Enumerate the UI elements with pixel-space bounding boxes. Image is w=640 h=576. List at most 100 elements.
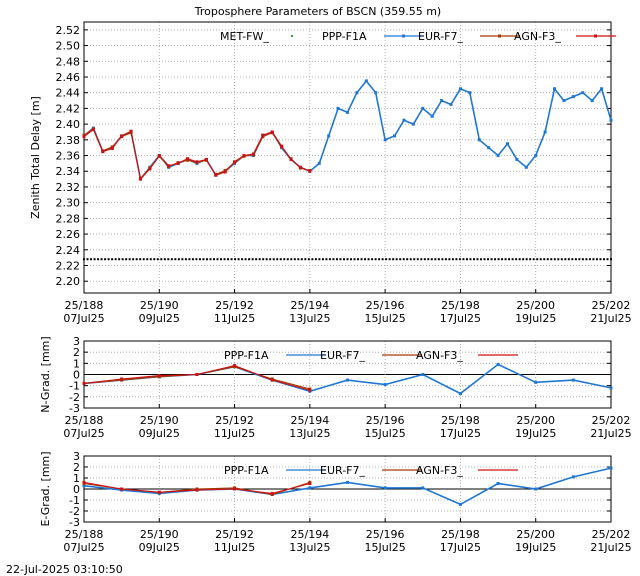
y-tick-label: 2.32 <box>56 181 81 194</box>
data-point <box>91 128 95 132</box>
data-point <box>600 87 604 91</box>
data-point <box>176 161 180 165</box>
x-tick-label: 25/188 <box>65 528 104 541</box>
series-line <box>83 79 612 181</box>
x-tick-date-label: 13Jul25 <box>289 541 330 554</box>
met-point <box>360 258 363 261</box>
x-tick-date-label: 11Jul25 <box>214 427 255 440</box>
met-point <box>258 258 261 261</box>
met-point <box>444 258 447 261</box>
series-eur-f7 <box>82 127 312 180</box>
met-point <box>325 258 328 261</box>
data-point <box>383 486 387 490</box>
y-tick-label: 2.48 <box>56 55 81 68</box>
met-point <box>251 258 254 261</box>
series-ppp-f1a <box>82 79 613 181</box>
met-point <box>93 258 96 261</box>
data-point <box>148 167 152 171</box>
met-point <box>244 258 247 261</box>
data-point <box>157 490 161 494</box>
met-point <box>191 258 194 261</box>
x-tick-label: 25/200 <box>516 299 555 312</box>
data-point <box>393 134 397 138</box>
x-tick-date-label: 17Jul25 <box>440 427 481 440</box>
met-point <box>86 258 89 261</box>
met-point <box>220 258 223 261</box>
met-point <box>388 258 391 261</box>
x-tick-date-label: 19Jul25 <box>515 312 556 325</box>
met-point <box>100 258 103 261</box>
met-point <box>174 258 177 261</box>
data-point <box>308 169 312 173</box>
met-point <box>472 258 475 261</box>
legend-label: PPP-F1A <box>224 464 269 477</box>
met-point <box>371 258 374 261</box>
met-point <box>504 258 507 261</box>
x-tick-label: 25/198 <box>441 299 480 312</box>
met-point <box>532 258 535 261</box>
met-point <box>255 258 258 261</box>
met-point <box>511 258 514 261</box>
data-point <box>590 99 594 103</box>
met-point <box>525 258 528 261</box>
x-tick-date-label: 13Jul25 <box>289 312 330 325</box>
y-tick-label: 2.20 <box>56 275 81 288</box>
met-point <box>529 258 532 261</box>
met-point <box>427 258 430 261</box>
data-point <box>477 138 481 142</box>
y-tick-label: 0 <box>73 483 80 496</box>
met-point <box>413 258 416 261</box>
x-tick-label: 25/188 <box>65 299 104 312</box>
data-point <box>101 150 105 154</box>
data-point <box>383 383 387 387</box>
series-agn-f3 <box>82 128 312 181</box>
data-point <box>458 391 462 395</box>
met-point <box>339 258 342 261</box>
data-point <box>327 134 331 138</box>
data-point <box>383 138 387 142</box>
x-tick-date-label: 17Jul25 <box>440 541 481 554</box>
x-tick-date-label: 11Jul25 <box>214 541 255 554</box>
data-point <box>402 118 406 122</box>
met-point <box>118 258 121 261</box>
timestamp: 22-Jul-2025 03:10:50 <box>6 563 123 576</box>
met-point <box>578 258 581 261</box>
x-tick-label: 25/202 <box>592 528 631 541</box>
met-point <box>409 258 412 261</box>
x-tick-label: 25/188 <box>65 414 104 427</box>
x-tick-label: 25/194 <box>291 414 330 427</box>
x-tick-label: 25/196 <box>366 299 405 312</box>
data-point <box>543 130 547 134</box>
y-axis-label: E-Grad. [mm] <box>39 451 52 526</box>
x-tick-label: 25/200 <box>516 528 555 541</box>
data-point <box>534 487 538 491</box>
met-point <box>539 258 542 261</box>
data-point <box>458 502 462 506</box>
data-point <box>496 154 500 158</box>
met-point <box>465 258 468 261</box>
met-point <box>97 258 100 261</box>
met-point <box>543 258 546 261</box>
y-tick-label: 3 <box>73 335 80 348</box>
met-point <box>557 258 560 261</box>
met-point <box>328 258 331 261</box>
met-point <box>599 258 602 261</box>
series-agn-f3 <box>82 480 312 495</box>
data-point <box>562 99 566 103</box>
data-point <box>468 91 472 95</box>
met-point <box>392 258 395 261</box>
y-tick-label: -3 <box>69 402 80 415</box>
met-point <box>125 258 128 261</box>
met-point <box>335 258 338 261</box>
legend-label: EUR-F7_ <box>418 30 463 43</box>
met-point <box>332 258 335 261</box>
met-point <box>128 258 131 261</box>
legend-label: EUR-F7_ <box>320 464 365 477</box>
met-point <box>307 258 310 261</box>
x-tick-date-label: 15Jul25 <box>365 312 406 325</box>
met-point <box>132 258 135 261</box>
x-tick-label: 25/196 <box>366 414 405 427</box>
series-met-fw <box>83 258 612 261</box>
data-point <box>609 466 613 470</box>
data-point <box>355 91 359 95</box>
